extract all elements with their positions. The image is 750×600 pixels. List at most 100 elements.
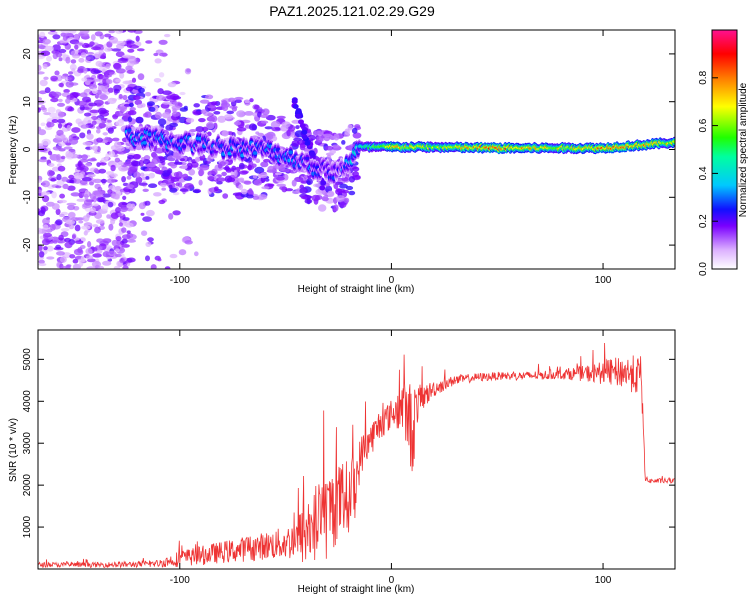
spectrogram-y-label: Frequency (Hz) [8,116,19,185]
heatmap-cell [40,50,51,57]
heatmap-cell [288,150,293,155]
heatmap-cell [121,238,128,244]
heatmap-cell [71,234,76,240]
heatmap-cell [60,228,70,232]
heatmap-cell [43,246,48,251]
heatmap-cell [142,216,153,222]
heatmap-cell [148,183,158,188]
y-tick-label: 0 [22,146,33,152]
heatmap-cell [120,105,127,112]
heatmap-cell [343,197,350,204]
heatmap-cell [84,193,89,201]
heatmap-cell [71,127,81,133]
heatmap-cell [144,168,154,172]
heatmap-cell [60,256,67,263]
heatmap-cell [171,105,181,111]
heatmap-cell [79,92,88,98]
heatmap-cell [140,212,145,216]
heatmap-cell [292,104,299,109]
heatmap-cell [91,202,99,207]
heatmap-cell [167,82,177,88]
heatmap-cell [57,123,63,129]
heatmap-cell [301,129,308,135]
heatmap-cell [108,30,115,34]
heatmap-cell [185,117,195,123]
heatmap-cell [234,96,244,101]
heatmap-cell [85,248,93,255]
heatmap-cell [104,47,112,52]
heatmap-cell [67,212,76,218]
heatmap-cell [107,251,117,256]
heatmap-cell [41,238,51,246]
heatmap-cell [43,234,49,240]
heatmap-cell [104,33,112,38]
heatmap-cell [137,73,145,81]
heatmap-cell [38,251,45,258]
heatmap-cell [333,204,339,212]
heatmap-cell [127,56,137,63]
heatmap-cell [89,41,95,46]
heatmap-cell [132,154,141,160]
heatmap-cell [57,118,66,124]
heatmap-cell [286,129,291,137]
heatmap-cell [100,157,108,163]
heatmap-cell [112,137,120,142]
heatmap-cell [115,68,126,74]
heatmap-cell [59,213,65,218]
heatmap-cell [127,110,137,116]
heatmap-cell [312,130,323,137]
heatmap-cell [354,124,361,129]
heatmap-cell [168,184,173,189]
heatmap-cell [69,179,75,184]
heatmap-cell [115,248,120,253]
heatmap-cell [94,31,103,37]
heatmap-cell [327,190,335,198]
heatmap-cell [202,126,209,132]
y-tick-label: -20 [22,237,33,252]
heatmap-cell [70,217,80,222]
heatmap-cell [252,195,260,200]
heatmap-cell [311,194,320,202]
heatmap-cell [260,161,269,168]
heatmap-cell [63,146,73,150]
heatmap-cell [105,63,111,69]
heatmap-cell [111,239,118,247]
heatmap-cell [276,115,286,120]
heatmap-cell [83,199,93,206]
heatmap-cell [114,186,122,191]
heatmap-cell [122,195,127,200]
heatmap-cell [138,87,145,94]
heatmap-cell [58,48,67,53]
heatmap-cell [222,193,229,199]
heatmap-cell [174,161,183,165]
heatmap-cell [43,76,49,81]
heatmap-cell [150,264,157,269]
heatmap-cell [67,106,75,112]
heatmap-cell [93,70,103,74]
heatmap-cell [65,56,71,64]
heatmap-cell [299,187,309,194]
heatmap-cell [169,187,178,193]
heatmap-cell [216,177,226,182]
heatmap-cell [44,87,51,94]
heatmap-cell [291,140,300,147]
heatmap-cell [319,185,326,191]
heatmap-cell [42,195,50,203]
heatmap-cell [146,101,155,107]
heatmap-cell [134,99,143,106]
heatmap-cell [57,165,66,172]
heatmap-cell [144,200,151,206]
heatmap-cell [304,140,311,146]
heatmap-cell [55,219,63,226]
heatmap-cell [335,195,346,203]
heatmap-cell [127,239,136,243]
heatmap-cell [68,135,74,142]
heatmap-cell [206,121,215,130]
heatmap-cell [140,172,145,177]
heatmap-cell [38,259,45,264]
heatmap-cell [91,260,102,268]
heatmap-cell [38,44,45,49]
heatmap-cell [335,188,343,195]
heatmap-cell [111,48,122,52]
heatmap-cell [193,111,202,115]
